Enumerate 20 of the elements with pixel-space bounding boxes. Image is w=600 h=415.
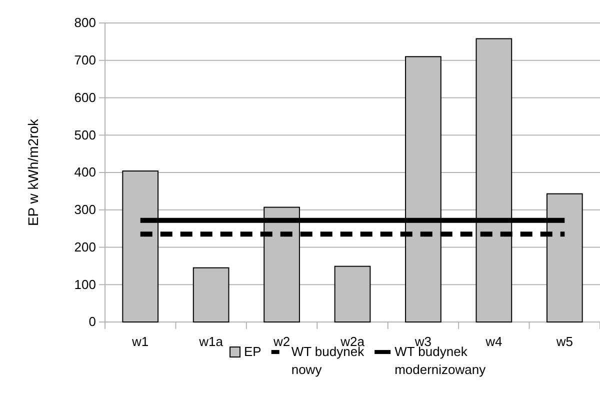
x-tick-label: w3 — [414, 334, 432, 349]
y-tick-label: 200 — [74, 239, 96, 254]
x-tick-label: w2 — [272, 334, 290, 349]
bar — [334, 266, 371, 322]
x-tick-label: w2a — [340, 334, 366, 349]
y-tick-label: 500 — [74, 127, 96, 142]
y-tick-label: 400 — [74, 164, 96, 180]
y-tick-label: 300 — [74, 202, 96, 218]
y-tick-label: 700 — [74, 52, 96, 68]
y-tick-label: 600 — [74, 90, 96, 105]
legend-label: EP — [244, 344, 262, 359]
x-tick-label: w1a — [198, 334, 224, 349]
bar — [192, 267, 230, 322]
x-tick-label: w4 — [484, 334, 502, 349]
y-tick-label: 800 — [74, 15, 96, 30]
y-axis-title: EP w kWh/m2rok — [25, 118, 41, 226]
x-tick-label: w5 — [555, 334, 573, 349]
y-tick-label: 0 — [88, 314, 96, 330]
x-tick-label: w1 — [131, 334, 149, 349]
y-tick-label: 100 — [74, 276, 96, 292]
